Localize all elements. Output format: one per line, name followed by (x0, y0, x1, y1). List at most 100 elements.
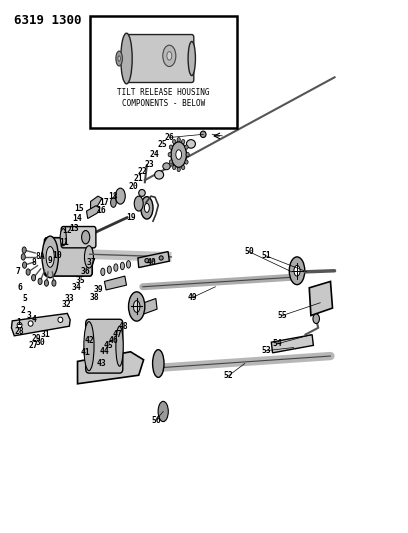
Polygon shape (104, 276, 126, 290)
Text: 3: 3 (27, 311, 32, 320)
Text: 9: 9 (47, 256, 52, 264)
Ellipse shape (26, 269, 30, 275)
Ellipse shape (158, 401, 169, 422)
Ellipse shape (200, 131, 206, 138)
Bar (90, 16, 237, 128)
Text: 14: 14 (72, 214, 82, 223)
Text: 16: 16 (96, 206, 106, 215)
Ellipse shape (52, 280, 56, 286)
Text: 56: 56 (151, 416, 161, 424)
Text: 26: 26 (164, 133, 174, 142)
Text: 55: 55 (277, 311, 287, 320)
Ellipse shape (17, 322, 22, 328)
Text: 22: 22 (138, 167, 148, 176)
Ellipse shape (22, 262, 27, 268)
Text: 47: 47 (113, 330, 122, 339)
Ellipse shape (84, 246, 93, 268)
Text: 52: 52 (224, 372, 233, 380)
Text: 2: 2 (20, 306, 25, 314)
Ellipse shape (118, 56, 120, 61)
Text: 30: 30 (36, 338, 46, 346)
Text: 39: 39 (93, 286, 103, 294)
Ellipse shape (129, 292, 145, 321)
Ellipse shape (173, 165, 176, 169)
Ellipse shape (171, 142, 186, 167)
Ellipse shape (177, 138, 180, 142)
Ellipse shape (145, 259, 149, 263)
Text: 50: 50 (244, 247, 254, 256)
Ellipse shape (182, 165, 185, 169)
Text: 49: 49 (188, 293, 197, 302)
Text: 34: 34 (72, 284, 82, 292)
Ellipse shape (21, 254, 25, 260)
Polygon shape (11, 313, 70, 336)
Text: 42: 42 (84, 336, 94, 344)
FancyBboxPatch shape (86, 319, 123, 373)
Ellipse shape (141, 197, 153, 219)
Ellipse shape (185, 145, 188, 149)
Text: 21: 21 (133, 174, 143, 183)
Ellipse shape (126, 261, 131, 268)
Ellipse shape (153, 350, 164, 377)
Text: 6319 1300: 6319 1300 (14, 14, 82, 27)
Ellipse shape (31, 274, 35, 281)
Text: 4: 4 (31, 316, 36, 324)
Polygon shape (138, 252, 169, 268)
Polygon shape (91, 196, 102, 211)
Ellipse shape (42, 236, 58, 278)
Ellipse shape (116, 51, 122, 66)
FancyBboxPatch shape (44, 238, 92, 276)
Text: 27: 27 (29, 341, 38, 350)
Text: 36: 36 (81, 268, 91, 276)
Text: 11: 11 (60, 238, 69, 247)
Ellipse shape (289, 257, 305, 285)
Ellipse shape (133, 301, 140, 312)
Text: 41: 41 (81, 349, 91, 357)
Ellipse shape (22, 247, 26, 253)
Ellipse shape (182, 140, 185, 144)
Ellipse shape (185, 160, 188, 164)
Text: 10: 10 (52, 252, 62, 260)
Ellipse shape (28, 321, 33, 326)
Ellipse shape (163, 163, 170, 170)
Text: 13: 13 (69, 224, 79, 232)
Ellipse shape (84, 322, 94, 371)
Polygon shape (86, 206, 100, 219)
Text: 40: 40 (147, 258, 157, 266)
Ellipse shape (60, 229, 66, 246)
Ellipse shape (167, 52, 172, 60)
Text: 32: 32 (61, 301, 71, 309)
Text: 8A: 8A (36, 253, 46, 261)
Ellipse shape (169, 145, 173, 149)
Text: 12: 12 (62, 226, 72, 235)
Ellipse shape (121, 33, 132, 84)
Ellipse shape (163, 45, 176, 67)
Ellipse shape (120, 262, 124, 270)
Ellipse shape (186, 140, 195, 148)
FancyBboxPatch shape (124, 35, 194, 83)
Ellipse shape (101, 268, 105, 276)
Text: 1: 1 (16, 318, 21, 327)
Text: 51: 51 (261, 252, 271, 260)
Ellipse shape (173, 140, 176, 144)
Text: 19: 19 (126, 213, 136, 222)
Ellipse shape (144, 203, 149, 213)
Text: 46: 46 (109, 336, 118, 344)
Text: TILT RELEASE HOUSING
COMPONENTS - BELOW: TILT RELEASE HOUSING COMPONENTS - BELOW (117, 88, 209, 108)
Ellipse shape (114, 264, 118, 271)
Text: 37: 37 (87, 258, 97, 266)
Polygon shape (271, 335, 313, 353)
Ellipse shape (176, 150, 182, 159)
Text: 43: 43 (96, 359, 106, 368)
Ellipse shape (58, 317, 63, 322)
Ellipse shape (111, 198, 116, 207)
Ellipse shape (168, 152, 171, 157)
Ellipse shape (294, 265, 300, 276)
Ellipse shape (38, 278, 42, 285)
Text: 18: 18 (109, 192, 118, 200)
Text: 44: 44 (99, 348, 109, 356)
Text: 24: 24 (149, 150, 159, 159)
Ellipse shape (188, 42, 195, 76)
FancyBboxPatch shape (61, 227, 96, 248)
Text: 38: 38 (90, 293, 100, 302)
